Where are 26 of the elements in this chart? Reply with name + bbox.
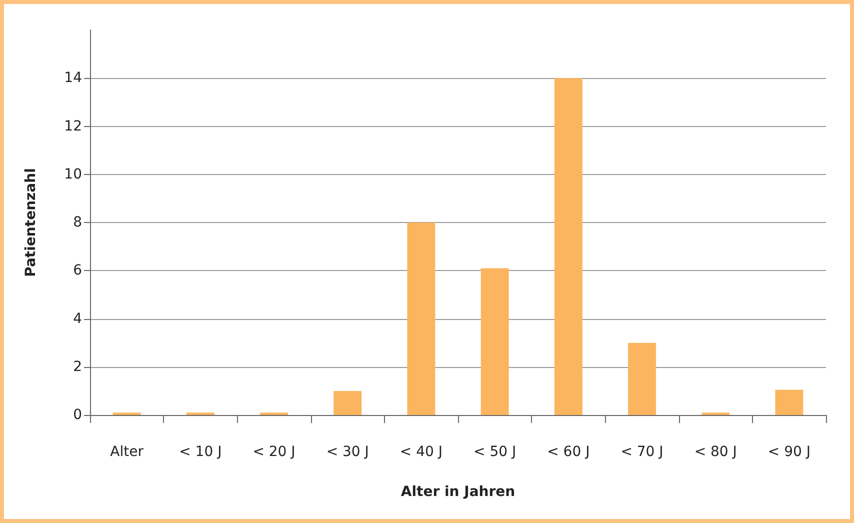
x-tick-label: < 70 J	[620, 444, 664, 460]
x-tick-label: < 20 J	[252, 444, 296, 460]
y-tick-label: 6	[73, 262, 82, 279]
x-tick-label: < 50 J	[474, 444, 516, 460]
y-tick-label: 0	[73, 407, 82, 423]
x-tick-label: < 30 J	[326, 444, 369, 460]
y-tick-label: 2	[73, 358, 82, 375]
x-tick-label: Alter	[110, 444, 144, 460]
y-tick-label: 4	[73, 310, 82, 327]
bar	[334, 390, 362, 415]
bar	[480, 268, 509, 415]
bar	[407, 222, 436, 415]
y-axis-title: Patientenzahl	[23, 168, 39, 277]
bar	[775, 390, 804, 415]
x-tick-label: < 80 J	[694, 444, 737, 460]
x-tick-label: < 10 J	[179, 444, 222, 460]
x-axis-title: Alter in Jahren	[400, 484, 516, 500]
y-tick-label: 12	[64, 118, 82, 134]
y-tick-label: 14	[64, 70, 82, 86]
bar	[554, 78, 582, 415]
x-tick-label: < 60 J	[547, 444, 590, 460]
y-tick-label: 8	[73, 214, 82, 230]
x-tick-label: < 90 J	[768, 444, 810, 460]
x-tick-label: < 40 J	[400, 444, 442, 460]
y-tick-label: 10	[64, 166, 82, 182]
bar	[628, 342, 656, 415]
